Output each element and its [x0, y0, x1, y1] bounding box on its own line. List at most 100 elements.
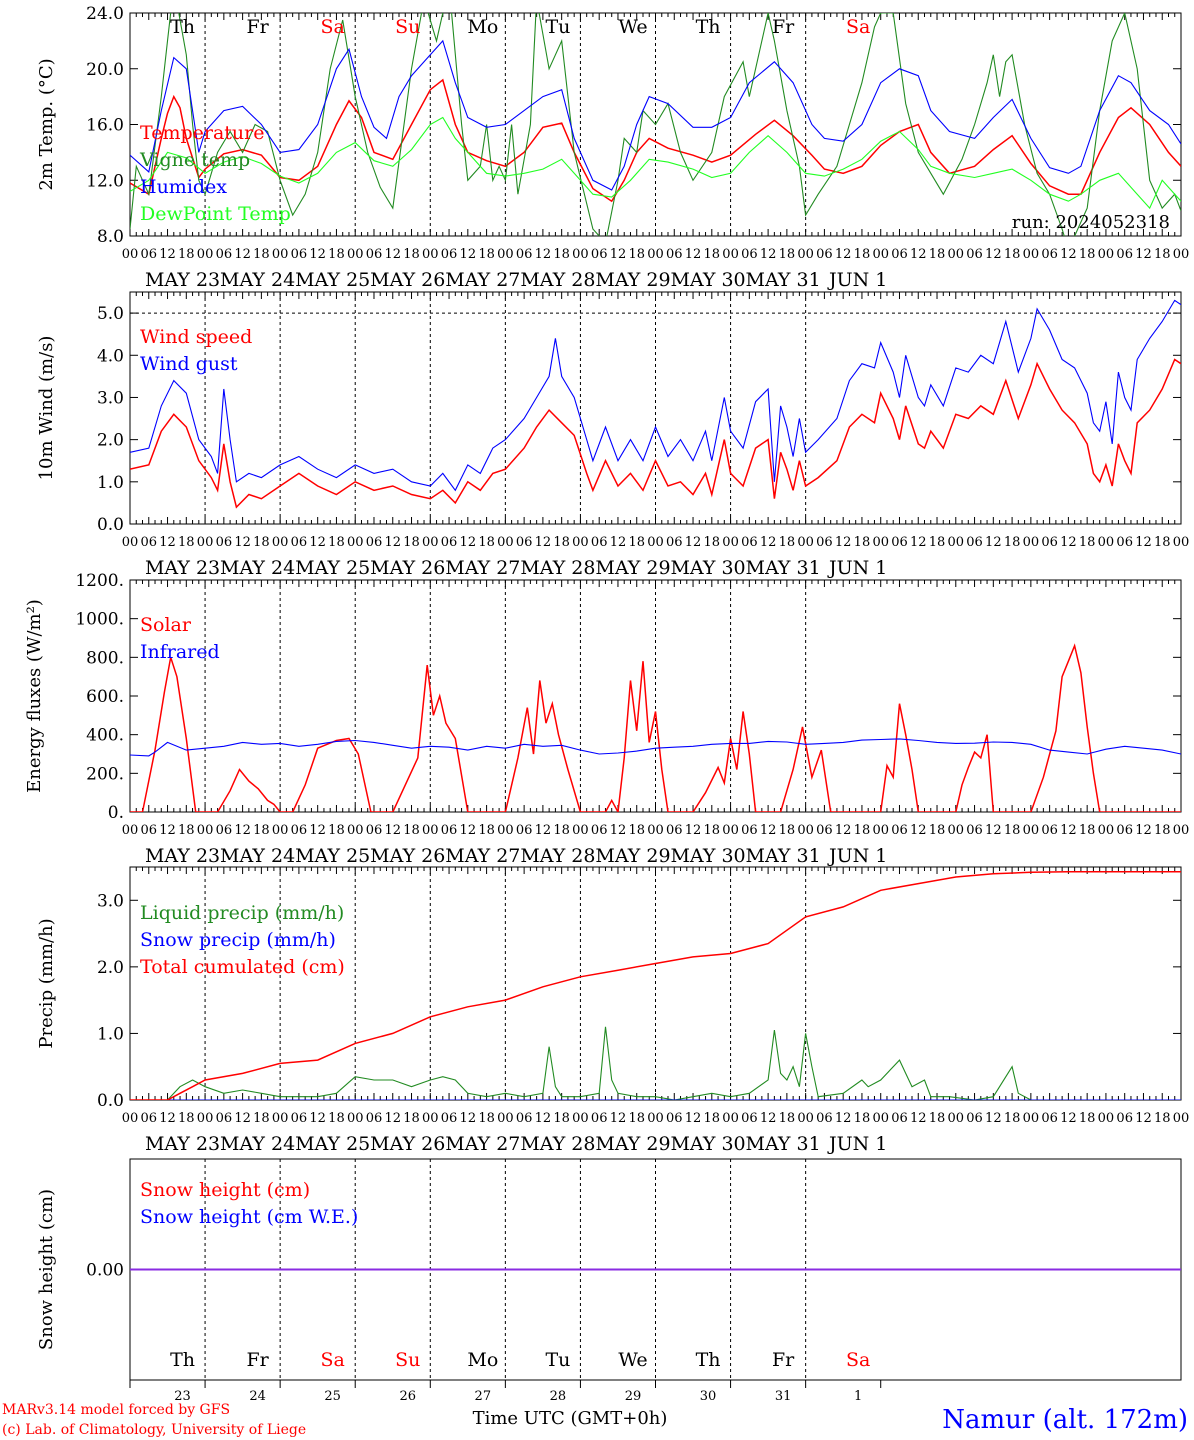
legend-entry: Temperature	[140, 122, 264, 144]
weekday-label-top: Mo	[467, 16, 498, 38]
weekday-label-top: Tu	[545, 16, 570, 38]
hour-tick-label: 00	[572, 1111, 589, 1126]
hour-tick-label: 00	[497, 1111, 514, 1126]
hour-tick-label: 18	[779, 535, 796, 550]
hour-tick-label: 06	[591, 823, 608, 838]
y-axis-label: 2m Temp. (°C)	[36, 58, 57, 190]
hour-tick-label: 06	[591, 1111, 608, 1126]
hour-tick-label: 12	[460, 247, 477, 262]
legend-entry: Infrared	[140, 641, 220, 663]
hour-tick-label: 00	[197, 247, 214, 262]
series-line	[130, 116, 1181, 210]
y-tick-label: 8.0	[97, 227, 124, 247]
hour-tick-label: 18	[1154, 535, 1171, 550]
hour-tick-label: 00	[948, 823, 965, 838]
hour-tick-label: 00	[197, 823, 214, 838]
hour-tick-label: 18	[779, 247, 796, 262]
legend-entry: Total cumulated (cm)	[140, 956, 345, 978]
weekday-label-bottom: Fr	[772, 1349, 795, 1371]
y-tick-label: 0.0	[97, 515, 124, 535]
date-label: JUN 1	[827, 557, 887, 579]
hour-tick-label: 12	[985, 823, 1002, 838]
hour-tick-label: 06	[366, 247, 383, 262]
legend-entry: Snow precip (mm/h)	[140, 929, 336, 951]
hour-tick-label: 00	[572, 535, 589, 550]
weekday-label-bottom: Sa	[321, 1349, 345, 1371]
day-number-label: 28	[550, 1389, 567, 1404]
series-line	[130, 299, 1181, 492]
hour-tick-label: 06	[816, 247, 833, 262]
hour-tick-label: 12	[1135, 247, 1152, 262]
y-tick-label: 2.0	[97, 431, 124, 451]
hour-tick-label: 12	[1135, 1111, 1152, 1126]
date-label: MAY 30	[670, 557, 745, 579]
hour-tick-label: 18	[178, 247, 195, 262]
date-label: MAY 24	[220, 269, 295, 291]
hour-tick-label: 12	[234, 247, 251, 262]
hour-tick-label: 18	[328, 247, 345, 262]
hour-tick-label: 06	[140, 247, 157, 262]
date-label: MAY 29	[595, 1133, 670, 1155]
hour-tick-label: 18	[854, 823, 871, 838]
weekday-label-bottom: We	[618, 1349, 647, 1371]
hour-tick-label: 12	[234, 535, 251, 550]
hour-tick-label: 12	[685, 247, 702, 262]
x-axis-label: Time UTC (GMT+0h)	[473, 1408, 668, 1429]
legend-entry: Wind speed	[140, 326, 252, 348]
legend-entry: Solar	[140, 614, 192, 636]
day-number-label: 29	[625, 1389, 642, 1404]
date-label: MAY 25	[295, 269, 370, 291]
date-label: MAY 30	[670, 1133, 745, 1155]
hour-tick-label: 12	[460, 535, 477, 550]
hour-tick-label: 06	[1041, 823, 1058, 838]
weekday-label-top: We	[618, 16, 647, 38]
hour-tick-label: 18	[929, 823, 946, 838]
series-line	[130, 39, 1181, 191]
y-tick-label: 24.0	[86, 4, 124, 24]
hour-tick-label: 18	[253, 1111, 270, 1126]
hour-tick-label: 18	[1154, 823, 1171, 838]
hour-tick-label: 00	[422, 247, 439, 262]
hour-tick-label: 12	[910, 535, 927, 550]
weekday-label-bottom: Th	[170, 1349, 195, 1371]
hour-tick-label: 12	[535, 1111, 552, 1126]
hour-tick-label: 00	[1098, 535, 1115, 550]
date-label: MAY 29	[595, 269, 670, 291]
hour-tick-label: 06	[216, 1111, 233, 1126]
hour-tick-label: 18	[929, 1111, 946, 1126]
date-label: MAY 31	[746, 1133, 821, 1155]
hour-tick-label: 18	[478, 823, 495, 838]
day-number-label: 30	[700, 1389, 717, 1404]
hour-tick-label: 12	[610, 823, 627, 838]
hour-tick-label: 00	[722, 1111, 739, 1126]
weekday-label-top: Fr	[246, 16, 269, 38]
legend-entry: Vigne temp	[139, 149, 250, 171]
hour-tick-label: 00	[948, 1111, 965, 1126]
hour-tick-label: 12	[460, 1111, 477, 1126]
hour-tick-label: 00	[272, 535, 289, 550]
legend-entry: Snow height (cm W.E.)	[140, 1206, 358, 1228]
hour-tick-label: 12	[384, 535, 401, 550]
hour-tick-label: 00	[122, 247, 139, 262]
run-label: run: 2024052318	[1012, 212, 1170, 233]
hour-tick-label: 06	[1041, 1111, 1058, 1126]
hour-tick-label: 00	[1023, 247, 1040, 262]
day-number-label: 26	[399, 1389, 416, 1404]
hour-tick-label: 06	[366, 535, 383, 550]
date-label: MAY 31	[746, 845, 821, 867]
y-tick-label: 0.	[108, 803, 124, 823]
hour-tick-label: 12	[835, 535, 852, 550]
hour-tick-label: 12	[835, 823, 852, 838]
hour-tick-label: 06	[741, 535, 758, 550]
date-label: MAY 24	[220, 1133, 295, 1155]
hour-tick-label: 06	[816, 535, 833, 550]
y-tick-label: 0.0	[97, 1091, 124, 1111]
date-label: MAY 30	[670, 845, 745, 867]
date-label: MAY 31	[746, 269, 821, 291]
series-line	[130, 358, 1181, 509]
hour-tick-label: 18	[628, 535, 645, 550]
legend-entry: Snow height (cm)	[140, 1179, 310, 1201]
y-tick-label: 200.	[86, 764, 124, 784]
date-label: MAY 23	[145, 269, 220, 291]
hour-tick-label: 00	[722, 535, 739, 550]
